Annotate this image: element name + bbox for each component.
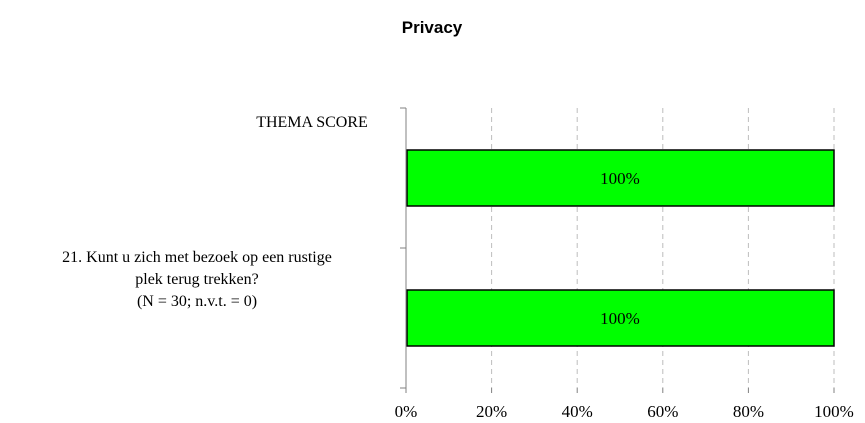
bar [406,149,835,207]
axes [400,107,835,393]
x-tick-label: 60% [647,402,678,421]
x-tick-label: 0% [395,402,418,421]
x-tick-label: 20% [476,402,507,421]
category-label: THEMA SCORE [256,114,368,131]
x-tick-label: 80% [733,402,764,421]
chart-title: Privacy [402,18,463,37]
x-tick-label: 100% [814,402,854,421]
category-labels: THEMA SCORE 21. Kunt u zich met bezoek op… [62,114,368,310]
bar [406,289,835,347]
bar-data-label: 100% [600,169,640,188]
tick-labels: 0% 20% 40% 60% 80% 100% [395,402,854,421]
category-label: 21. Kunt u zich met bezoek op een rustig… [62,249,332,310]
bar-data-label: 100% [600,309,640,328]
category-label-line: THEMA SCORE [256,114,368,131]
category-label-line: (N = 30; n.v.t. = 0) [137,293,257,310]
category-label-line: plek terug trekken? [135,271,259,288]
data-labels: 100% 100% [600,169,640,328]
bars [406,149,835,347]
category-label-line: 21. Kunt u zich met bezoek op een rustig… [62,249,332,266]
x-tick-label: 40% [562,402,593,421]
